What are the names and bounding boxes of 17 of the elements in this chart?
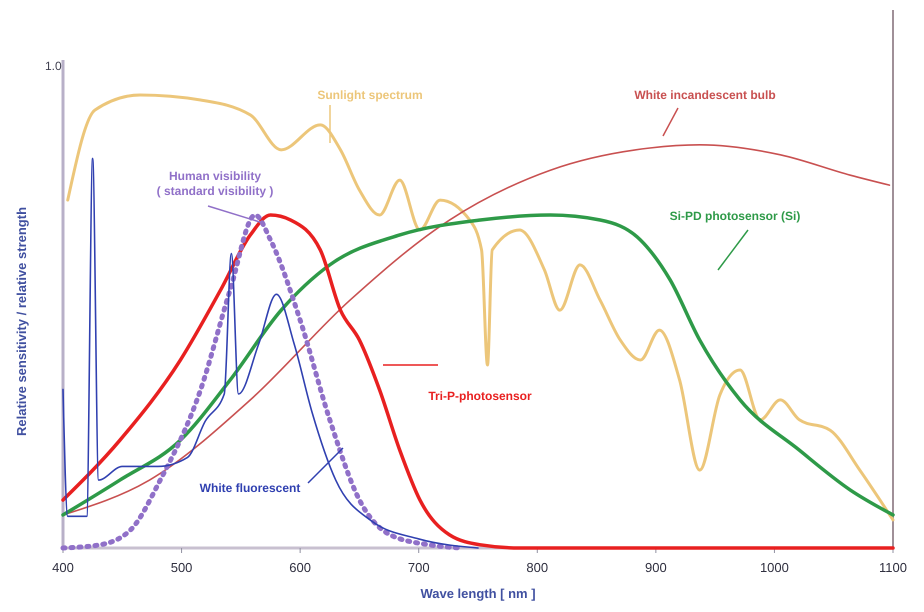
- x-tick-label: 800: [526, 560, 548, 575]
- x-tick-label: 1100: [879, 560, 907, 575]
- x-tick-label: 700: [408, 560, 430, 575]
- text: White incandescent bulb: [634, 88, 776, 102]
- x-tick-label: 1000: [760, 560, 789, 575]
- series-label: Sunlight spectrum: [317, 88, 423, 102]
- x-tick-label: 600: [289, 560, 311, 575]
- x-tick-label: 500: [170, 560, 192, 575]
- text: Tri-P-photosensor: [428, 389, 532, 403]
- x-tick-label: 400: [52, 560, 74, 575]
- y-axis-title: Relative sensitivity / relative strength: [14, 206, 29, 436]
- x-tick-label: 900: [645, 560, 667, 575]
- text: Human visibility ( standard visibility ): [156, 169, 274, 198]
- text: Si-PD photosensor (Si): [670, 209, 800, 223]
- text: White fluorescent: [200, 481, 300, 495]
- text: 1.0: [45, 59, 62, 73]
- x-axis-title: Wave length [ nm ]: [420, 586, 536, 601]
